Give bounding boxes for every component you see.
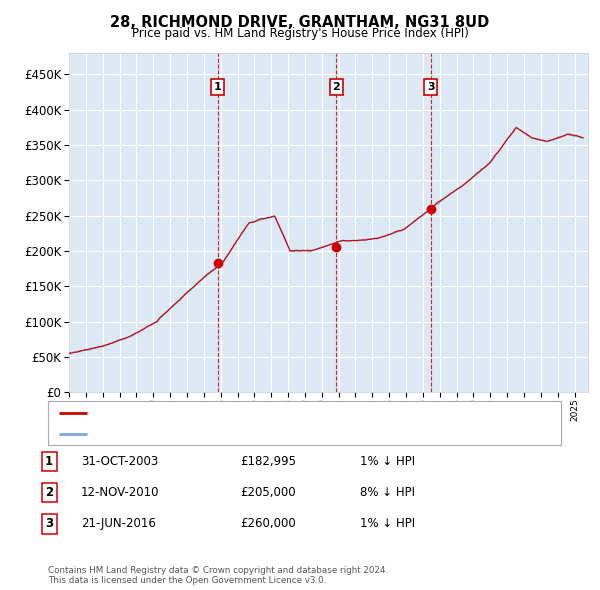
Text: 8% ↓ HPI: 8% ↓ HPI [360, 486, 415, 499]
Text: 21-JUN-2016: 21-JUN-2016 [81, 517, 156, 530]
Text: 31-OCT-2003: 31-OCT-2003 [81, 455, 158, 468]
Text: 1: 1 [45, 455, 53, 468]
Text: 28, RICHMOND DRIVE, GRANTHAM, NG31 8UD (detached house): 28, RICHMOND DRIVE, GRANTHAM, NG31 8UD (… [91, 408, 444, 418]
Text: Price paid vs. HM Land Registry's House Price Index (HPI): Price paid vs. HM Land Registry's House … [131, 27, 469, 40]
Text: 28, RICHMOND DRIVE, GRANTHAM, NG31 8UD: 28, RICHMOND DRIVE, GRANTHAM, NG31 8UD [110, 15, 490, 30]
Text: 3: 3 [427, 82, 434, 92]
Text: Contains HM Land Registry data © Crown copyright and database right 2024.
This d: Contains HM Land Registry data © Crown c… [48, 566, 388, 585]
Text: HPI: Average price, detached house, South Kesteven: HPI: Average price, detached house, Sout… [91, 428, 379, 438]
Text: 2: 2 [45, 486, 53, 499]
Text: £182,995: £182,995 [240, 455, 296, 468]
Text: 12-NOV-2010: 12-NOV-2010 [81, 486, 160, 499]
Text: 1% ↓ HPI: 1% ↓ HPI [360, 455, 415, 468]
Text: £205,000: £205,000 [240, 486, 296, 499]
Text: 2: 2 [332, 82, 340, 92]
Text: £260,000: £260,000 [240, 517, 296, 530]
Text: 3: 3 [45, 517, 53, 530]
Text: 1: 1 [214, 82, 221, 92]
Text: 1% ↓ HPI: 1% ↓ HPI [360, 517, 415, 530]
